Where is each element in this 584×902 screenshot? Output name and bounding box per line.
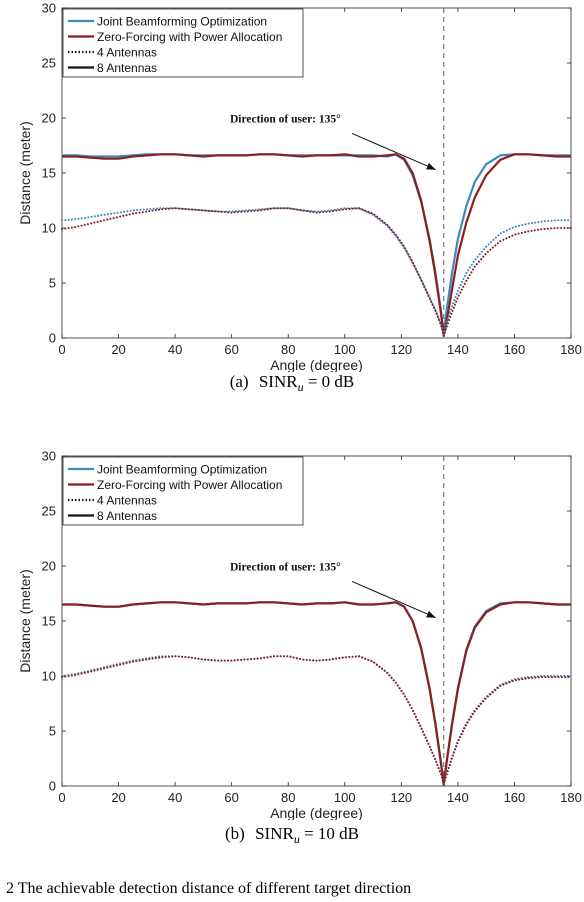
caption-b-value: = 10 dB	[304, 824, 359, 843]
chart-b-xtick-label: 140	[447, 790, 469, 805]
chart-b-xtick-label: 160	[504, 790, 526, 805]
chart-b-annotation-text: Direction of user: 135°	[230, 561, 341, 573]
chart-b-xaxis-label: Angle (degree)	[270, 805, 363, 820]
chart-a-xtick-label: 140	[447, 342, 469, 357]
chart-a-legend-label: Joint Beamforming Optimization	[97, 14, 267, 28]
chart-a-xtick-label: 160	[504, 342, 526, 357]
chart-b-ytick-label: 0	[49, 779, 56, 794]
chart-a-yaxis-label: Distance (meter)	[17, 121, 33, 224]
chart-b-xtick-label: 180	[560, 790, 582, 805]
chart-b-annotation-arrowhead	[426, 610, 436, 618]
chart-a-xtick-label: 120	[390, 342, 412, 357]
chart-a-xtick-label: 180	[560, 342, 582, 357]
caption-a-label: (a)	[229, 372, 249, 391]
chart-a-xtick-label: 40	[168, 342, 182, 357]
chart-a-xaxis-label: Angle (degree)	[270, 357, 363, 372]
chart-a-annotation-arrowhead	[426, 162, 436, 170]
chart-a-xtick-label: 100	[334, 342, 356, 357]
chart-a-legend-label: 4 Antennas	[97, 45, 157, 59]
chart-a-xtick-label: 20	[111, 342, 125, 357]
caption-b: (b) SINRu = 10 dB	[0, 824, 584, 847]
caption-b-label: (b)	[225, 824, 245, 843]
chart-a-ytick-label: 10	[42, 221, 56, 236]
figure-caption-text: 2 The achievable detection distance of d…	[6, 880, 412, 897]
chart-b-xtick-label: 40	[168, 790, 182, 805]
chart-panel-a: 0 20 40 60 80 100 120 140 160 180 0 5 10 15 20 25 30 Angl…	[0, 0, 584, 448]
chart-a: 0 20 40 60 80 100 120 140 160 180 0 5 10 15 20 25 30 Angl…	[17, 1, 582, 373]
chart-a-xtick-label: 80	[281, 342, 295, 357]
chart-b-ytick-label: 20	[42, 559, 56, 574]
chart-b-series-8ant-zf	[62, 601, 571, 786]
chart-a-annotation-arrow	[351, 132, 436, 171]
chart-a-xtick-label: 60	[224, 342, 238, 357]
chart-b-legend-label: 4 Antennas	[97, 493, 157, 507]
chart-b-xtick-label: 0	[58, 790, 65, 805]
chart-a-ytick-label: 0	[49, 331, 56, 346]
caption-a-metric: SINR	[258, 372, 298, 391]
chart-b-xtick-label: 80	[281, 790, 295, 805]
chart-b-legend-label: Zero-Forcing with Power Allocation	[97, 478, 282, 492]
chart-a-ytick-label: 5	[49, 276, 56, 291]
chart-b-legend-label: 8 Antennas	[97, 509, 157, 523]
chart-b-xtick-label: 60	[224, 790, 238, 805]
chart-b-ytick-label: 15	[42, 614, 56, 629]
chart-b-xtick-label: 20	[111, 790, 125, 805]
chart-a-ytick-label: 20	[42, 111, 56, 126]
chart-panel-b: 0 20 40 60 80 100 120 140 160 180 0 5 10 15 20 25 30 Angl…	[0, 448, 584, 902]
chart-a-annotation-text: Direction of user: 135°	[230, 113, 341, 125]
chart-a-ytick-label: 30	[42, 1, 56, 16]
chart-b: 0 20 40 60 80 100 120 140 160 180 0 5 10 15 20 25 30 Angl…	[17, 449, 582, 821]
chart-b-xtick-label: 120	[390, 790, 412, 805]
chart-b-ytick-label: 30	[42, 449, 56, 464]
chart-b-annotation-arrow	[351, 580, 436, 619]
chart-b-yaxis-label: Distance (meter)	[17, 569, 33, 672]
chart-a-legend-label: Zero-Forcing with Power Allocation	[97, 30, 282, 44]
chart-a-legend-label: 8 Antennas	[97, 61, 157, 75]
caption-a: (a) SINRu = 0 dB	[0, 372, 584, 395]
caption-b-sub: u	[293, 832, 300, 846]
chart-b-xtick-label: 100	[334, 790, 356, 805]
caption-b-metric: SINR	[255, 824, 294, 843]
chart-a-xtick-label: 0	[58, 342, 65, 357]
chart-a-ytick-label: 25	[42, 56, 56, 71]
chart-a-series-4ant-zf	[61, 207, 572, 337]
chart-b-ytick-label: 25	[42, 504, 56, 519]
caption-a-sub: u	[297, 380, 304, 394]
chart-a-legend-box	[62, 8, 304, 78]
caption-a-value: = 0 dB	[307, 372, 355, 391]
chart-b-ytick-label: 10	[42, 669, 56, 684]
chart-b-series-4ant-zf	[61, 655, 572, 785]
chart-b-ytick-label: 5	[49, 724, 56, 739]
chart-a-series-8ant-zf	[62, 153, 571, 337]
chart-b-legend-label: Joint Beamforming Optimization	[97, 462, 267, 476]
chart-a-ytick-label: 15	[42, 166, 56, 181]
chart-b-legend-box	[62, 456, 304, 526]
